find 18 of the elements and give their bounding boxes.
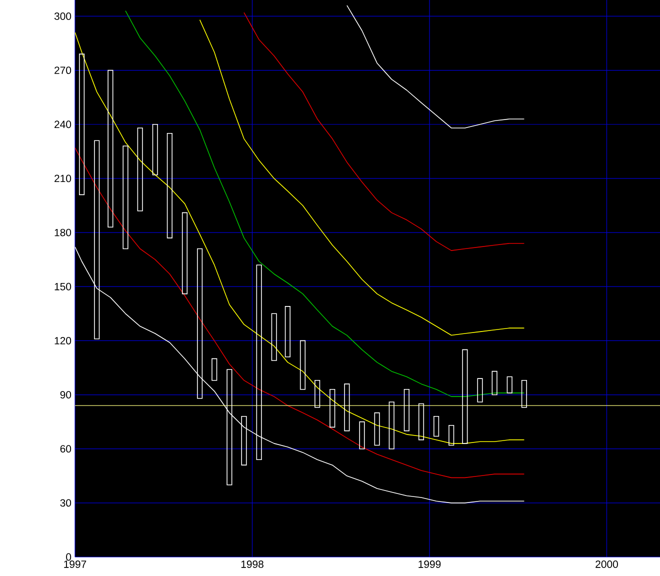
x-tick-label: 1999 — [418, 560, 441, 568]
line-series — [244, 12, 525, 251]
y-tick-label: 240 — [54, 120, 72, 128]
x-tick-label: 2000 — [596, 560, 618, 568]
x-tick-label: 1998 — [241, 560, 264, 568]
line-series — [346, 5, 525, 128]
y-tick-label: 300 — [54, 12, 72, 20]
y-tick-label: 150 — [54, 282, 72, 290]
y-tick-label: 30 — [60, 499, 72, 507]
y-tick-label: 270 — [54, 66, 72, 74]
y-tick-label: 60 — [60, 445, 72, 453]
x-tick-label: 1997 — [64, 560, 86, 568]
y-tick-label: 0 — [66, 553, 72, 561]
y-tick-label: 120 — [54, 336, 72, 344]
y-tick-label: 90 — [60, 391, 72, 398]
y-tick-label: 210 — [54, 174, 72, 182]
line-series — [199, 19, 525, 336]
y-tick-label: 180 — [54, 228, 72, 236]
